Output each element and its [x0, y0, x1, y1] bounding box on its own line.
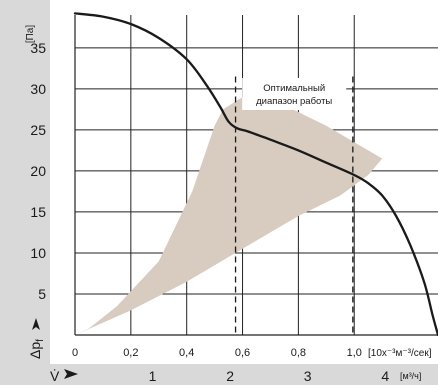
- optimal-range-label-background: [242, 78, 347, 110]
- y-tick-label: 35: [30, 40, 46, 56]
- y-tick-label: 30: [30, 81, 46, 97]
- optimal-range-label-line2: диапазон работы: [256, 96, 332, 107]
- x-tick-label: 0,6: [235, 347, 250, 359]
- y-tick-label: 10: [30, 245, 46, 261]
- y-axis-unit: [Па]: [25, 25, 36, 44]
- x2-tick-label: 4: [381, 368, 389, 384]
- x-axis-arrow-icon: [64, 369, 78, 379]
- x-axis-symbol: V̇: [50, 368, 60, 384]
- optimal-range-boundaries: [234, 76, 354, 335]
- optimal-range-label-line1: Оптимальный: [263, 83, 325, 94]
- y-tick-label: 15: [30, 204, 46, 220]
- series-line: [73, 12, 438, 337]
- x-tick-label: 0,2: [123, 347, 138, 359]
- x-tick-labels-primary: 0 0,2 0,4 0,6 0,8 1,0: [72, 347, 362, 359]
- x-axis-unit-secondary: [м³/ч]: [400, 371, 421, 381]
- y-tick-labels: 5 10 15 20 25 30 35: [30, 40, 46, 302]
- x2-tick-label: 2: [226, 368, 234, 384]
- y-axis-symbol-main: Δp: [27, 342, 43, 359]
- y-tick-label: 25: [30, 122, 46, 138]
- x2-tick-label: 3: [304, 368, 312, 384]
- x-axis-unit-primary: [10x⁻³м⁻³/сек]: [368, 348, 432, 359]
- y-axis-arrow-icon: [32, 318, 40, 330]
- x-axis-band: [0, 364, 438, 385]
- optimal-range-region: [75, 97, 383, 335]
- y-axis-label: Δpf: [27, 339, 46, 359]
- x-tick-label: 0: [72, 347, 78, 359]
- y-axis-band: [0, 0, 50, 385]
- y-tick-label: 5: [38, 286, 46, 302]
- x-tick-label: 0,4: [179, 347, 194, 359]
- x-tick-labels-secondary: 1 2 3 4: [149, 368, 390, 384]
- y-axis-symbol-sub: f: [35, 339, 46, 342]
- x2-tick-label: 1: [149, 368, 157, 384]
- y-tick-label: 20: [30, 163, 46, 179]
- y-axis-symbol: Δpf: [27, 339, 46, 359]
- x-tick-label: 1,0: [347, 347, 362, 359]
- x-tick-label: 0,8: [291, 347, 306, 359]
